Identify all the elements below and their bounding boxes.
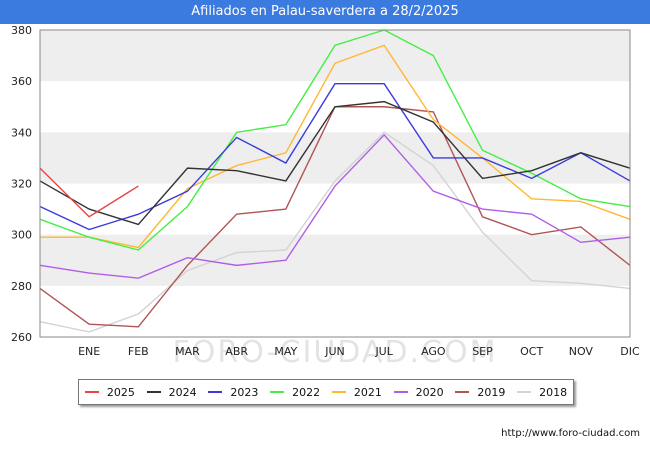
series-line-2018 bbox=[39, 131, 631, 333]
series-line-2022 bbox=[39, 29, 631, 251]
legend-label: 2024 bbox=[168, 385, 197, 399]
legend-item-2020: 2020 bbox=[393, 385, 444, 399]
x-axis: ENE FEB MAR ABR MAY JUN JUL AGO SEP OCT NOV DIC bbox=[78, 345, 640, 358]
legend-swatch bbox=[331, 391, 346, 393]
x-tick-label: ENE bbox=[78, 345, 100, 358]
x-tick-label: JUN bbox=[324, 345, 345, 358]
y-tick-label: 280 bbox=[11, 280, 32, 293]
watermark: FORO-CIUDAD.COM bbox=[173, 335, 498, 370]
legend-item-2022: 2022 bbox=[270, 386, 320, 399]
legend-item-2019: 2019 bbox=[455, 386, 505, 399]
chart-title: Afiliados en Palau-saverdera a 28/2/2025 bbox=[0, 0, 650, 24]
legend-item-2018: 2018 bbox=[517, 386, 567, 399]
grid-band bbox=[40, 132, 630, 184]
legend-swatch bbox=[270, 391, 285, 393]
legend-item-2021: 2021 bbox=[331, 385, 382, 399]
legend-item-2024: 2024 bbox=[146, 385, 197, 399]
y-tick-label: 360 bbox=[11, 75, 32, 88]
grid-band bbox=[40, 234, 630, 286]
series-line-2020 bbox=[39, 133, 631, 279]
x-tick-label: MAR bbox=[175, 345, 200, 358]
series-line-2025 bbox=[39, 167, 139, 218]
legend: 2025 2024 2023 2022 2021 2020 2019 2018 bbox=[78, 379, 574, 405]
y-tick-label: 300 bbox=[11, 229, 32, 242]
legend-label: 2020 bbox=[415, 385, 444, 399]
series-line-2021 bbox=[40, 44, 631, 249]
x-tick-label: AGO bbox=[421, 345, 446, 358]
legend-swatch bbox=[208, 391, 223, 393]
y-tick-label: 340 bbox=[11, 126, 32, 139]
y-tick-label: 380 bbox=[11, 24, 32, 37]
legend-label: 2025 bbox=[106, 385, 135, 399]
series-line-2023 bbox=[39, 83, 631, 231]
x-tick-label: SEP bbox=[472, 345, 493, 358]
y-tick-label: 320 bbox=[11, 178, 32, 191]
legend-label: 2018 bbox=[539, 385, 568, 399]
x-tick-label: ABR bbox=[225, 345, 248, 358]
legend-swatch bbox=[455, 391, 470, 393]
x-tick-label: DIC bbox=[620, 345, 640, 358]
series-line-2024 bbox=[39, 100, 631, 226]
series-lines bbox=[39, 29, 631, 333]
grid-band bbox=[40, 30, 630, 82]
x-tick-label: FEB bbox=[128, 345, 149, 358]
legend-label: 2022 bbox=[292, 385, 321, 399]
y-tick-label: 260 bbox=[11, 331, 32, 344]
plot-frame bbox=[39, 29, 631, 338]
footer-url[interactable]: http://www.foro-ciudad.com bbox=[501, 428, 640, 439]
x-tick-label: NOV bbox=[569, 345, 594, 358]
legend-swatch bbox=[393, 391, 408, 393]
grid-bands bbox=[40, 30, 630, 337]
x-tick-label: OCT bbox=[520, 345, 543, 358]
legend-item-2023: 2023 bbox=[208, 386, 258, 399]
y-axis: 260 280 300 320 340 360 380 bbox=[11, 24, 32, 344]
legend-swatch bbox=[146, 391, 161, 393]
legend-item-2025: 2025 bbox=[84, 385, 135, 399]
legend-label: 2019 bbox=[477, 385, 506, 399]
legend-label: 2023 bbox=[230, 385, 259, 399]
x-tick-label: MAY bbox=[274, 345, 297, 358]
legend-swatch bbox=[517, 391, 532, 393]
legend-label: 2021 bbox=[353, 385, 382, 399]
legend-swatch bbox=[84, 391, 99, 393]
x-tick-label: JUL bbox=[374, 345, 393, 358]
